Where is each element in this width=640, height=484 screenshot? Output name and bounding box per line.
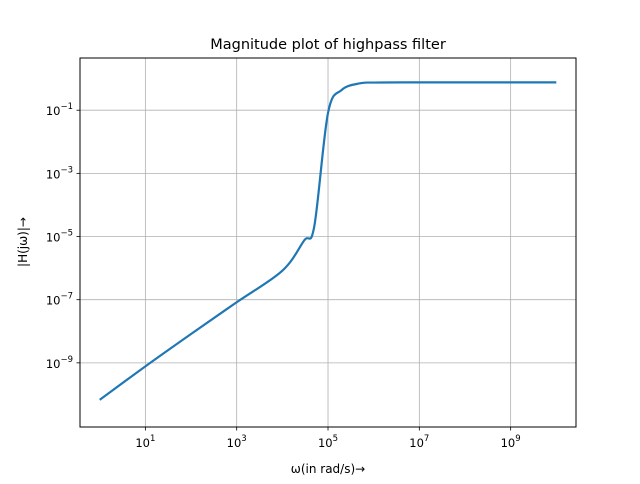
y-axis-label: |H(jω)|→ — [16, 217, 30, 267]
x-axis-label: ω(in rad/s)→ — [291, 462, 365, 476]
chart-title: Magnitude plot of highpass filter — [210, 37, 446, 53]
